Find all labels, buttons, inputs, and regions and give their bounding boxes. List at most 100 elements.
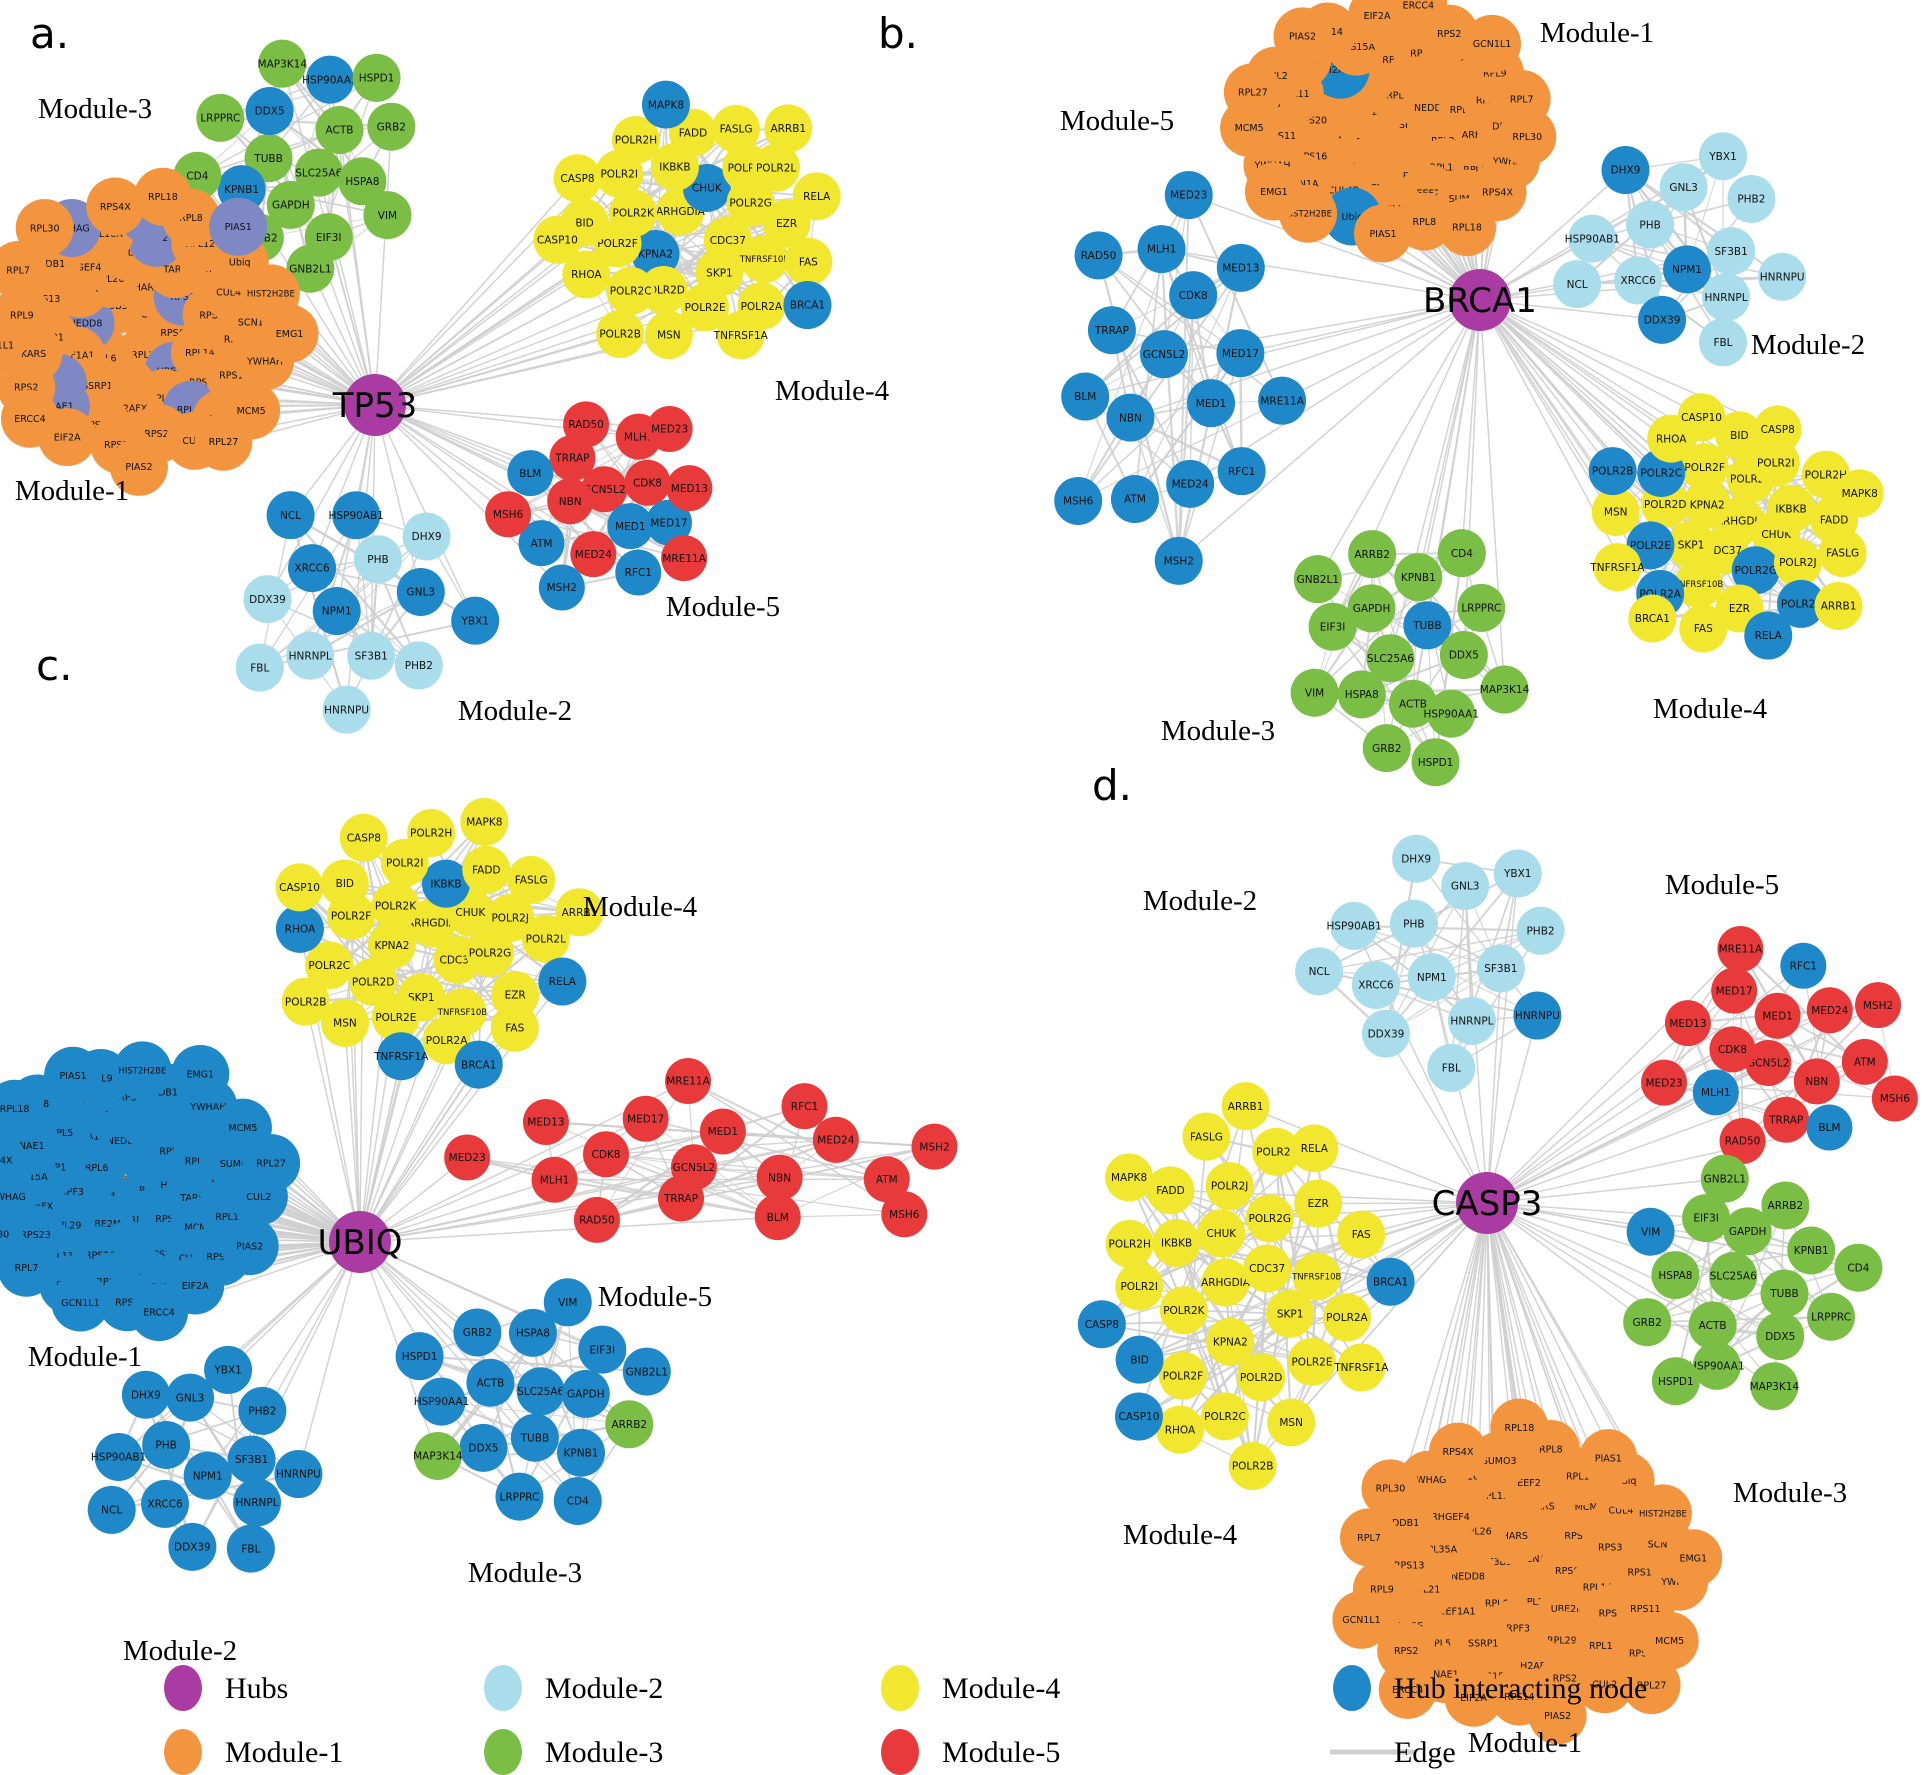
node-GNL3: GNL3 [396, 567, 445, 616]
node-circle-GCN5L2 [1745, 1039, 1792, 1086]
node-circle-PHB [1389, 899, 1438, 948]
hub-spoke-edge [297, 1241, 361, 1475]
node-HSPA8: HSPA8 [338, 157, 387, 206]
node-circle-MED1 [607, 503, 654, 550]
node-label-EIF2A: EIF2A [182, 1281, 209, 1292]
node-label-RPS2: RPS2 [14, 382, 38, 393]
node-circle-MED1 [1754, 992, 1801, 1039]
legend-item-module-5: Module-5 [881, 1729, 1060, 1775]
node-YBX1: YBX1 [204, 1345, 253, 1394]
node-circle-MSH6 [1871, 1075, 1918, 1122]
node-circle-MED24 [1166, 459, 1215, 508]
node-label-ACTB: ACTB [476, 1377, 504, 1389]
node-label-RELA: RELA [1755, 630, 1783, 642]
node-label-GCN5L2: GCN5L2 [673, 1162, 716, 1174]
node-circle-EMG1 [260, 304, 319, 363]
node-label-CASP8: CASP8 [560, 173, 594, 185]
node-POLR2D: POLR2D [349, 957, 398, 1006]
node-circle-POLR2C [606, 266, 655, 315]
node-IKBKB: IKBKB [421, 859, 470, 908]
hub-spoke-edge [1479, 169, 1626, 301]
node-TRRAP: TRRAP [1763, 1096, 1810, 1143]
node-label-HSPD1: HSPD1 [1418, 757, 1454, 769]
node-circle-EIF3I [1308, 602, 1357, 651]
node-label-KPNB1: KPNB1 [564, 1447, 599, 1459]
node-label-SLC25A6: SLC25A6 [1710, 1271, 1757, 1283]
node-DHX9: DHX9 [1392, 834, 1441, 883]
node-circle-MED24 [812, 1116, 859, 1163]
node-RFC1: RFC1 [1217, 447, 1266, 496]
node-label-RPL11: RPL11 [177, 405, 207, 416]
node-ERCC4: ERCC4 [130, 1283, 189, 1342]
node-label-RPL27: RPL27 [1238, 88, 1268, 99]
node-circle-MSH2 [538, 564, 585, 611]
node-BLM: BLM [754, 1194, 801, 1241]
node-circle-LRPPRC [1807, 1292, 1856, 1341]
node-circle-GNB2L1 [622, 1347, 671, 1396]
edge [596, 1080, 689, 1221]
node-label-BRCA1: BRCA1 [461, 1059, 496, 1071]
node-label-PHB: PHB [155, 1440, 176, 1452]
node-circle-GRB2 [1362, 724, 1411, 773]
node-circle-EIF2A [1444, 1668, 1503, 1727]
node-circle-MSH6 [881, 1191, 928, 1238]
node-label-ARRB1: ARRB1 [770, 123, 806, 135]
node-label-CDC37: CDC37 [1706, 545, 1742, 557]
node-KPNA2: KPNA2 [367, 921, 416, 970]
node-circle-MED17 [1711, 967, 1758, 1014]
edge [1384, 858, 1418, 1034]
node-POLR2E: POLR2E [1287, 1337, 1336, 1386]
node-label-RPL7: RPL7 [6, 265, 30, 276]
node-label-EIF3I: EIF3I [1320, 621, 1346, 633]
module-label-d-Module-3: Module-3 [1733, 1477, 1847, 1509]
node-label-NCL: NCL [101, 1505, 122, 1517]
node-label-NBN: NBN [1119, 412, 1142, 424]
node-circle-EMG1 [1244, 162, 1303, 221]
node-circle-FADD [462, 845, 511, 894]
node-RAD50: RAD50 [563, 401, 610, 448]
node-label-POLR2B: POLR2B [285, 996, 327, 1008]
node-label-RPL29: RPL29 [1547, 1635, 1577, 1646]
node-label-ACTB: ACTB [1699, 1320, 1727, 1332]
node-MED17: MED17 [622, 1095, 669, 1142]
node-circle-FASLG [1182, 1112, 1231, 1161]
hub-BRCA1: BRCA1 [1423, 269, 1537, 331]
node-circle-DHX9 [1392, 834, 1441, 883]
node-EMG1: EMG1 [171, 1044, 230, 1103]
node-circle-GRB2 [1623, 1298, 1672, 1347]
hub-label-TP53: TP53 [332, 386, 418, 426]
node-YBX1: YBX1 [1493, 849, 1542, 898]
node-label-IKBKB: IKBKB [1161, 1238, 1192, 1250]
node-label-DDX5: DDX5 [1449, 650, 1479, 662]
node-label-POLR2C: POLR2C [1204, 1411, 1246, 1423]
node-label-MED24: MED24 [575, 549, 612, 561]
hub-spoke-edge [359, 1241, 491, 1384]
node-label-TRRAP: TRRAP [1768, 1114, 1803, 1126]
node-circle-HSP90AA1 [1427, 689, 1476, 738]
node-circle-PIAS1 [209, 197, 268, 256]
node-label-FASLG: FASLG [1826, 548, 1859, 560]
node-label-MRE11A: MRE11A [1719, 944, 1763, 956]
node-ACTB: ACTB [1688, 1301, 1737, 1350]
node-circle-BRCA1 [1366, 1257, 1415, 1306]
node-LRPPRC: LRPPRC [1457, 583, 1506, 632]
node-circle-EIF3I [1682, 1194, 1731, 1243]
node-circle-MAP3K14 [258, 39, 307, 88]
node-label-RPS2: RPS2 [1394, 1646, 1418, 1657]
node-label-FBL: FBL [1442, 1063, 1461, 1075]
node-label-RPL30: RPL30 [1376, 1484, 1406, 1495]
node-label-MCM5: MCM5 [1235, 123, 1264, 134]
hub-spoke-edge [1317, 299, 1481, 580]
node-circle-NBN [1793, 1058, 1840, 1105]
node-circle-CHUK [1197, 1209, 1246, 1258]
node-RELA: RELA [538, 957, 587, 1006]
module-label-b-Module-2: Module-2 [1751, 329, 1865, 361]
node-label-MSH2: MSH2 [547, 582, 577, 594]
node-MLH1: MLH1 [531, 1156, 578, 1203]
module-label-c-Module-5: Module-5 [598, 1281, 712, 1313]
node-circle-RAD50 [1074, 231, 1123, 280]
node-label-YBX1: YBX1 [213, 1365, 242, 1377]
node-circle-SF3B1 [1476, 944, 1525, 993]
node-circle-TNFRSF1A [1593, 543, 1642, 592]
node-circle-KPNA2 [1683, 480, 1732, 529]
